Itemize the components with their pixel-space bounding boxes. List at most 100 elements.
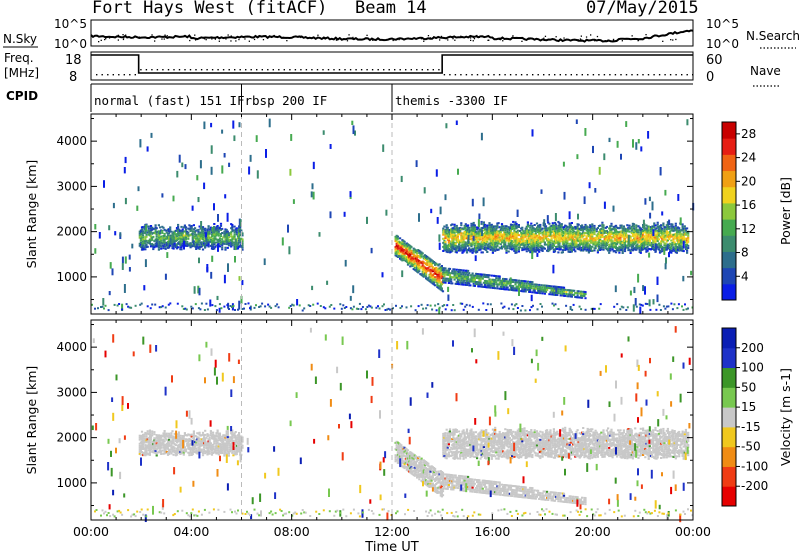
echo-cell <box>219 233 223 235</box>
echo-cell <box>524 309 527 312</box>
echo-cell <box>566 295 569 298</box>
echo-cell <box>569 232 572 235</box>
echo-cell <box>574 242 577 245</box>
echo-cell <box>529 237 532 239</box>
echo-cell <box>311 285 314 291</box>
noise-search-point <box>476 34 478 37</box>
noise-search-point <box>543 37 545 39</box>
echo-cell <box>241 242 244 245</box>
echo-cell <box>522 240 525 243</box>
echo-cell <box>333 307 336 310</box>
echo-cell <box>422 307 425 310</box>
echo-cell <box>422 269 425 272</box>
echo-cell <box>507 244 510 247</box>
echo-cell <box>662 234 665 237</box>
echo-cell <box>591 233 594 236</box>
echo-cell <box>594 245 597 248</box>
echo-cell <box>528 241 531 244</box>
echo-cell <box>503 286 506 289</box>
echo-cell <box>188 234 191 237</box>
echo-cell <box>585 249 588 252</box>
echo-cell <box>672 238 675 240</box>
echo-cell <box>469 284 472 287</box>
echo-cell <box>541 250 544 252</box>
echo-cell <box>156 451 159 454</box>
echo-cell <box>443 273 446 276</box>
echo-cell <box>145 445 148 448</box>
noise-search-point <box>194 34 196 36</box>
echo-cell <box>632 304 635 307</box>
echo-cell <box>319 305 322 307</box>
echo-cell <box>547 248 550 251</box>
echo-cell <box>534 234 537 237</box>
echo-cell <box>437 264 440 267</box>
nave-point <box>305 69 308 71</box>
echo-cell <box>187 233 190 236</box>
echo-cell <box>476 226 479 229</box>
echo-cell <box>159 242 162 245</box>
echo-cell <box>468 249 471 252</box>
noise-search-point <box>472 36 475 39</box>
echo-cell <box>186 434 189 437</box>
echo-cell <box>576 292 579 295</box>
echo-cell <box>505 284 508 287</box>
noise-search-point <box>675 38 677 41</box>
echo-cell <box>188 433 191 436</box>
echo-cell <box>138 444 141 447</box>
noise-search-point <box>392 39 394 42</box>
nave-point <box>614 74 617 76</box>
echo-cell <box>548 235 551 237</box>
echo-cell <box>590 241 593 244</box>
echo-cell <box>557 251 560 254</box>
echo-cell <box>653 238 656 241</box>
echo-cell <box>506 231 509 233</box>
echo-cell <box>497 248 500 251</box>
echo-cell <box>515 241 518 244</box>
echo-cell <box>566 289 569 292</box>
echo-cell <box>582 292 585 295</box>
echo-cell <box>197 442 200 445</box>
echo-cell <box>483 234 487 236</box>
echo-cell <box>591 245 594 248</box>
echo-cell <box>195 248 198 250</box>
echo-cell <box>213 241 216 244</box>
echo-cell <box>418 264 421 267</box>
echo-cell <box>682 275 685 282</box>
echo-cell <box>431 276 434 279</box>
echo-cell <box>456 270 459 273</box>
echo-cell <box>521 247 524 250</box>
echo-cell <box>566 236 569 239</box>
echo-cell <box>595 238 598 241</box>
beam-label: Beam 14 <box>355 0 427 18</box>
noise-search-point <box>163 38 165 40</box>
echo-cell <box>402 246 405 248</box>
echo-cell <box>214 305 217 308</box>
noise-search-point <box>427 35 430 37</box>
echo-cell <box>147 437 150 440</box>
echo-cell <box>473 238 476 241</box>
echo-cell <box>270 306 273 309</box>
echo-cell <box>526 247 529 250</box>
echo-cell <box>157 234 160 237</box>
echo-cell <box>518 244 522 247</box>
echo-cell <box>462 238 465 241</box>
echo-cell <box>178 232 181 235</box>
echo-cell <box>590 231 593 234</box>
echo-cell <box>591 225 594 228</box>
echo-cell <box>586 244 589 247</box>
echo-cell <box>203 309 206 311</box>
echo-cell <box>267 303 270 306</box>
echo-cell <box>506 247 509 250</box>
echo-cell <box>614 285 617 293</box>
noise-search-point <box>607 39 609 41</box>
echo-cell <box>638 244 641 247</box>
echo-cell <box>450 309 453 312</box>
echo-cell <box>564 228 567 231</box>
echo-cell <box>653 222 656 225</box>
echo-cell <box>145 235 148 238</box>
echo-cell <box>684 229 687 232</box>
echo-cell <box>188 444 191 446</box>
echo-cell <box>631 245 634 248</box>
echo-cell <box>511 240 514 243</box>
echo-cell <box>187 451 190 454</box>
